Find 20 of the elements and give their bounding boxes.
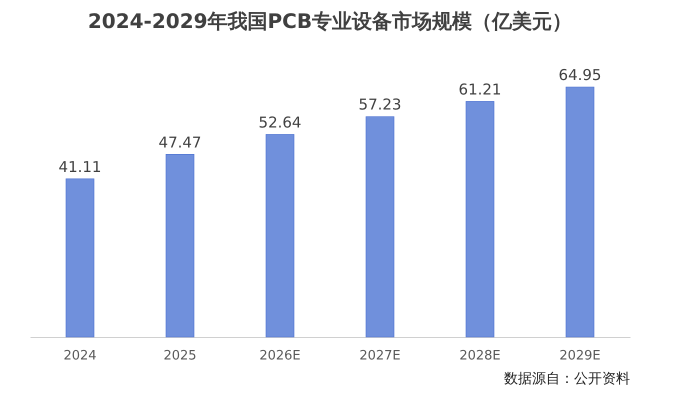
data-label: 64.95	[558, 66, 602, 84]
x-tick-label: 2026E	[259, 348, 301, 364]
text: 数据源自：公开资料	[504, 371, 630, 387]
bar	[366, 116, 394, 338]
x-tick-label: 2025	[163, 348, 197, 364]
bar	[466, 101, 494, 338]
data-label: 41.11	[58, 158, 102, 176]
bar	[566, 86, 594, 338]
data-label: 61.21	[458, 80, 502, 98]
x-tick-label: 2029E	[559, 348, 601, 364]
x-tick-label: 2024	[63, 348, 97, 364]
bar	[266, 134, 294, 338]
bar	[66, 178, 94, 338]
bar	[166, 154, 194, 338]
x-tick-label: 2028E	[459, 348, 501, 364]
data-label: 57.23	[358, 96, 402, 114]
x-tick-label: 2027E	[359, 348, 401, 364]
chart-title: 2024-2029年我国PCB专业设备市场规模（亿美元）	[88, 9, 572, 33]
data-label: 47.47	[158, 133, 202, 152]
data-label: 52.64	[258, 113, 302, 132]
